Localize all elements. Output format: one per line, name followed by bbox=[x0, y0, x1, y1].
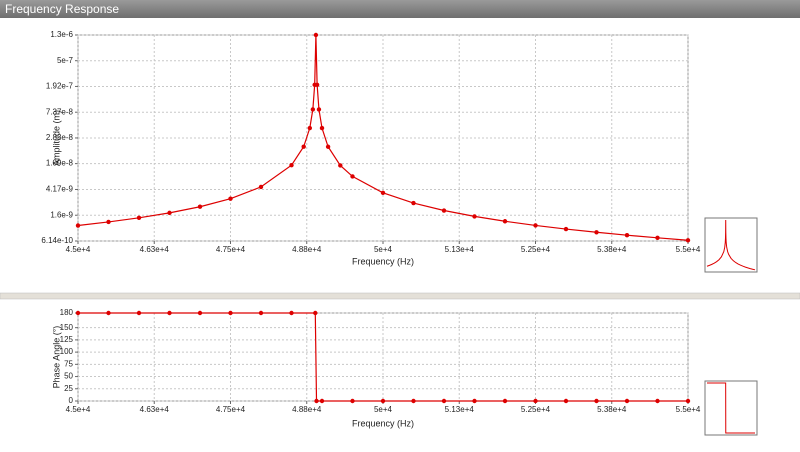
y-tick-label: 1.6e-9 bbox=[50, 210, 73, 219]
window-title: Frequency Response bbox=[0, 0, 800, 18]
data-point bbox=[310, 107, 316, 112]
data-point bbox=[136, 310, 142, 316]
y-tick-label: 100 bbox=[60, 347, 74, 356]
data-point bbox=[655, 398, 660, 404]
x-axis-label: Frequency (Hz) bbox=[352, 256, 414, 266]
y-tick-label: 1.09e-8 bbox=[46, 159, 74, 168]
data-point bbox=[197, 310, 203, 316]
x-tick-label: 5.25e+4 bbox=[521, 405, 551, 414]
data-point bbox=[594, 230, 599, 235]
data-point bbox=[228, 310, 233, 316]
data-point bbox=[167, 310, 172, 316]
x-tick-label: 5.5e+4 bbox=[676, 405, 701, 414]
data-point bbox=[411, 398, 416, 404]
y-tick-label: 75 bbox=[64, 359, 73, 368]
data-point bbox=[685, 398, 691, 404]
thumbnail[interactable] bbox=[704, 380, 758, 436]
x-tick-label: 4.5e+4 bbox=[66, 245, 91, 254]
data-point bbox=[655, 235, 660, 241]
data-point bbox=[563, 398, 569, 404]
data-point bbox=[314, 398, 319, 404]
data-point bbox=[106, 219, 111, 225]
data-point bbox=[75, 310, 81, 316]
x-tick-label: 5.25e+4 bbox=[521, 245, 551, 254]
data-point bbox=[533, 398, 538, 404]
data-point bbox=[136, 215, 142, 221]
data-point bbox=[258, 310, 264, 316]
x-axis-label: Frequency (Hz) bbox=[352, 418, 414, 428]
data-point bbox=[325, 144, 331, 149]
y-tick-label: 1.92e-7 bbox=[46, 82, 74, 91]
data-point bbox=[472, 214, 477, 219]
x-tick-label: 4.88e+4 bbox=[292, 405, 322, 414]
data-point bbox=[313, 32, 319, 38]
x-tick-label: 4.75e+4 bbox=[216, 405, 246, 414]
data-point bbox=[441, 398, 447, 404]
x-tick-label: 5.38e+4 bbox=[597, 405, 627, 414]
y-tick-label: 50 bbox=[64, 372, 73, 381]
data-point bbox=[380, 190, 386, 196]
x-tick-label: 5e+4 bbox=[374, 245, 393, 254]
data-point bbox=[301, 144, 306, 149]
data-point bbox=[502, 398, 508, 404]
data-point bbox=[307, 125, 312, 131]
data-point bbox=[411, 200, 416, 206]
data-point bbox=[319, 125, 325, 131]
data-point bbox=[319, 398, 325, 404]
y-tick-label: 25 bbox=[64, 384, 73, 393]
data-point bbox=[106, 310, 111, 316]
data-point bbox=[258, 184, 264, 190]
thumbnail-line bbox=[706, 219, 756, 271]
data-point bbox=[313, 310, 318, 316]
x-tick-label: 5.5e+4 bbox=[676, 245, 701, 254]
y-axis-label: Amplitude (m) bbox=[51, 110, 61, 166]
data-point bbox=[338, 163, 343, 168]
y-tick-label: 4.17e-9 bbox=[46, 185, 74, 194]
data-point bbox=[197, 204, 203, 209]
series-line bbox=[77, 34, 689, 241]
data-point bbox=[289, 310, 294, 316]
data-point bbox=[624, 398, 630, 404]
x-tick-label: 5e+4 bbox=[374, 405, 393, 414]
x-tick-label: 4.63e+4 bbox=[140, 405, 170, 414]
data-point bbox=[350, 174, 355, 179]
y-tick-label: 5e-7 bbox=[57, 56, 74, 65]
x-tick-label: 5.13e+4 bbox=[445, 405, 475, 414]
data-point bbox=[624, 232, 630, 238]
data-point bbox=[314, 82, 320, 88]
x-tick-label: 5.13e+4 bbox=[445, 245, 475, 254]
data-point bbox=[350, 398, 355, 404]
x-tick-label: 4.88e+4 bbox=[292, 245, 322, 254]
data-point bbox=[289, 163, 294, 168]
x-tick-label: 4.75e+4 bbox=[216, 245, 246, 254]
data-point bbox=[75, 223, 81, 228]
x-tick-label: 5.38e+4 bbox=[597, 245, 627, 254]
data-point bbox=[228, 196, 233, 201]
data-point bbox=[441, 208, 447, 213]
thumbnail-line bbox=[707, 382, 755, 434]
data-point bbox=[594, 398, 599, 404]
x-tick-label: 4.5e+4 bbox=[66, 405, 91, 414]
x-tick-label: 4.63e+4 bbox=[140, 245, 170, 254]
data-point bbox=[380, 398, 386, 404]
data-point bbox=[316, 107, 322, 112]
y-tick-label: 125 bbox=[60, 335, 74, 344]
y-tick-label: 6.14e-10 bbox=[41, 236, 73, 245]
y-tick-label: 2.83e-8 bbox=[46, 133, 74, 142]
splitter[interactable] bbox=[0, 292, 800, 300]
data-point bbox=[533, 223, 538, 228]
y-axis-label: Phase Angle (°) bbox=[51, 326, 61, 389]
data-point bbox=[563, 226, 569, 232]
y-tick-label: 7.37e-8 bbox=[46, 107, 74, 116]
y-tick-label: 150 bbox=[60, 323, 74, 332]
data-point bbox=[685, 238, 691, 243]
data-point bbox=[502, 219, 508, 224]
y-tick-label: 0 bbox=[69, 396, 74, 405]
data-point bbox=[472, 398, 477, 404]
y-tick-label: 180 bbox=[60, 308, 74, 317]
y-tick-label: 1.3e-6 bbox=[50, 30, 73, 39]
data-point bbox=[167, 210, 172, 216]
